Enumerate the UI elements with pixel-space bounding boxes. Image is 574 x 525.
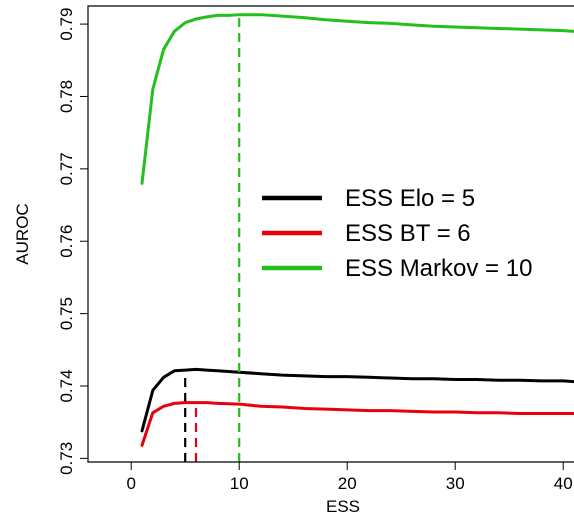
x-tick-label: 30 — [446, 474, 465, 493]
series-2-line — [140, 401, 574, 447]
plot-frame — [87, 5, 574, 463]
legend: ESS Elo = 5 ESS BT = 6 ESS Markov = 10 — [262, 185, 532, 282]
y-tick-label: 0.79 — [57, 8, 76, 41]
legend-label: ESS Elo = 5 — [345, 185, 475, 212]
series-3-line — [140, 13, 574, 185]
x-tick-label: 40 — [554, 474, 573, 493]
plot-layer — [140, 13, 574, 462]
y-tick-label: 0.75 — [57, 297, 76, 330]
legend-label: ESS BT = 6 — [345, 220, 471, 247]
y-tick-label: 0.73 — [57, 442, 76, 475]
x-tick-label: 10 — [230, 474, 249, 493]
y-tick-label: 0.77 — [57, 152, 76, 185]
legend-label: ESS Markov = 10 — [345, 255, 532, 282]
y-tick-label: 0.78 — [57, 80, 76, 113]
x-tick-label: 20 — [338, 474, 357, 493]
axes-layer: 0 10 20 30 40 0.73 0.74 0.75 0.76 0.77 0.78 0.79 — [57, 5, 574, 493]
series-1-line — [140, 367, 574, 433]
y-tick-label: 0.74 — [57, 369, 76, 402]
x-axis-title: ESS — [326, 497, 360, 516]
y-tick-label: 0.76 — [57, 225, 76, 258]
x-tick-label: 0 — [126, 474, 135, 493]
y-axis-title: AUROC — [13, 203, 32, 264]
